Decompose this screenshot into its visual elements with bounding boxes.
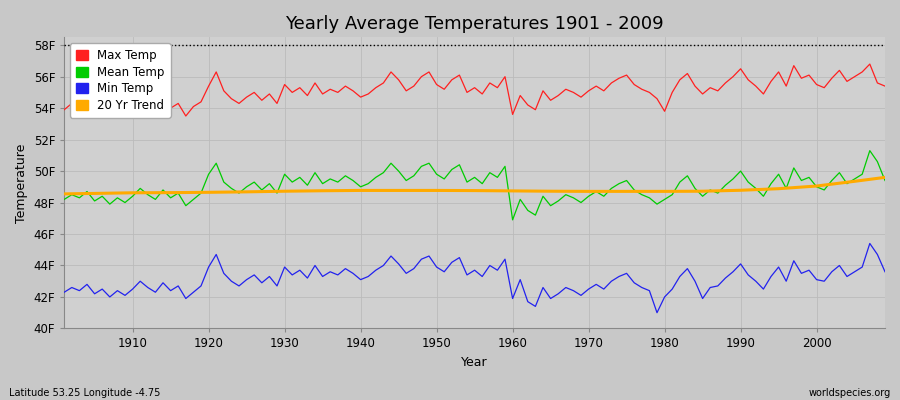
Legend: Max Temp, Mean Temp, Min Temp, 20 Yr Trend: Max Temp, Mean Temp, Min Temp, 20 Yr Tre…	[70, 43, 170, 118]
Text: Latitude 53.25 Longitude -4.75: Latitude 53.25 Longitude -4.75	[9, 388, 160, 398]
X-axis label: Year: Year	[462, 356, 488, 369]
Text: worldspecies.org: worldspecies.org	[809, 388, 891, 398]
Y-axis label: Temperature: Temperature	[15, 143, 28, 222]
Title: Yearly Average Temperatures 1901 - 2009: Yearly Average Temperatures 1901 - 2009	[285, 15, 664, 33]
